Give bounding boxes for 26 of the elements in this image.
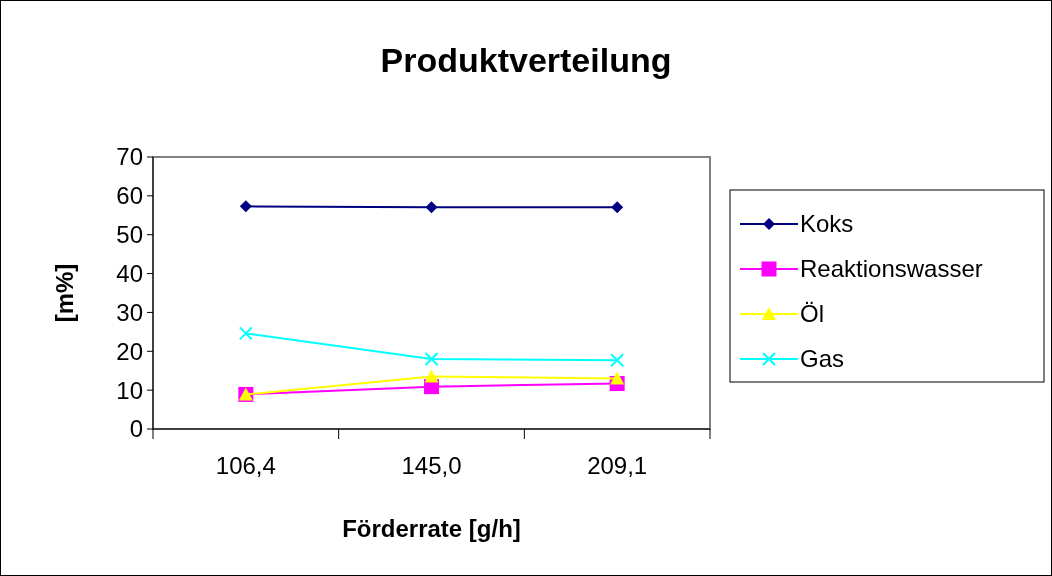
point [425, 201, 438, 214]
x-tick-label: 106,4 [215, 452, 276, 479]
chart-title: Produktverteilung [380, 41, 672, 79]
y-tick-label: 0 [129, 415, 143, 443]
x-tick-label: 145,0 [401, 452, 462, 479]
point [424, 352, 439, 367]
y-tick-label: 70 [116, 143, 143, 171]
y-axis-title: [m%] [51, 263, 78, 323]
y-tick-label: 20 [116, 337, 143, 365]
y-tick-label: 50 [116, 221, 143, 249]
y-tick-label: 40 [116, 259, 143, 287]
y-tick-label: 30 [116, 298, 143, 326]
legend-label: Öl [800, 300, 824, 328]
y-tick-label: 10 [116, 376, 143, 404]
point [611, 201, 624, 214]
point [424, 369, 439, 383]
x-axis-title: Förderrate [g/h] [342, 515, 521, 542]
point [610, 371, 625, 385]
legend-label: Reaktionswasser [800, 255, 983, 283]
point [610, 353, 625, 368]
y-tick-label: 60 [116, 182, 143, 210]
legend-label: Koks [800, 210, 854, 238]
x-tick-label: 209,1 [587, 452, 648, 479]
point [239, 200, 252, 213]
point [238, 326, 253, 341]
legend-label: Gas [800, 345, 845, 373]
